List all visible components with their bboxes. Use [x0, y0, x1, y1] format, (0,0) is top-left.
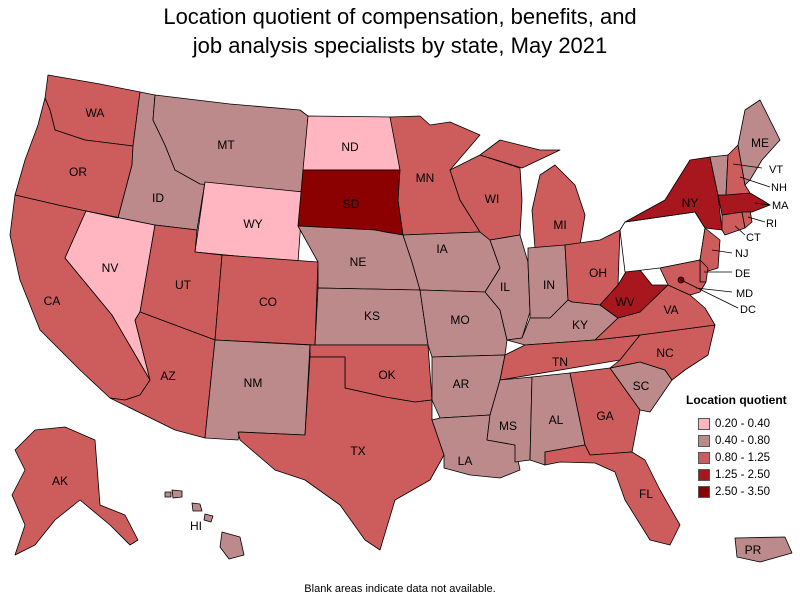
state-label-mt: MT — [217, 138, 235, 152]
state-ma[interactable] — [717, 192, 771, 216]
state-ak[interactable] — [11, 426, 139, 556]
legend: Location quotient 0.20 - 0.40 0.40 - 0.80… — [686, 393, 798, 500]
state-label-de: DE — [735, 268, 750, 280]
state-label-ut: UT — [175, 278, 192, 292]
legend-label: 0.80 - 1.25 — [715, 451, 770, 464]
legend-items: 0.20 - 0.40 0.40 - 0.80 0.80 - 1.25 1.25 - … — [686, 415, 798, 500]
legend-label: 0.40 - 0.80 — [715, 434, 770, 447]
legend-item: 2.50 - 3.50 — [686, 483, 798, 500]
callout-leader-lines — [680, 163, 771, 309]
state-label-nd: ND — [341, 140, 359, 154]
state-label-nj: NJ — [735, 248, 748, 260]
state-label-ri: RI — [766, 218, 777, 230]
state-label-co: CO — [259, 295, 277, 309]
state-label-wy: WY — [243, 217, 262, 231]
legend-item: 0.80 - 1.25 — [686, 449, 798, 466]
state-label-sd: SD — [343, 197, 360, 211]
state-mi[interactable] — [479, 139, 586, 249]
state-label-fl: FL — [639, 487, 653, 501]
state-label-ms: MS — [499, 419, 517, 433]
state-nj[interactable] — [699, 227, 721, 273]
state-label-mi: MI — [553, 218, 566, 232]
legend-label: 2.50 - 3.50 — [715, 485, 770, 498]
state-label-wa: WA — [86, 106, 105, 120]
state-label-me: ME — [751, 136, 769, 150]
legend-item: 0.20 - 0.40 — [686, 415, 798, 432]
legend-swatch — [698, 451, 710, 464]
state-label-id: ID — [152, 191, 164, 205]
state-label-ny: NY — [682, 196, 699, 210]
state-label-dc: DC — [740, 304, 756, 316]
state-label-sc: SC — [633, 379, 650, 393]
state-label-ma: MA — [772, 200, 789, 212]
map-title: Location quotient of compensation, benef… — [0, 2, 800, 60]
state-pr[interactable] — [734, 536, 793, 563]
legend-label: 0.20 - 0.40 — [715, 417, 770, 430]
state-label-vt: VT — [769, 164, 783, 176]
state-label-ar: AR — [453, 377, 470, 391]
state-label-in: IN — [543, 278, 555, 292]
state-label-la: LA — [458, 454, 473, 468]
state-me[interactable] — [737, 99, 781, 186]
state-labels: WA OR CA NV ID MT WY UT AZ CO NM ND SD NE KS OK TX MN IA MO… — [44, 106, 789, 557]
legend-label: 1.25 - 2.50 — [715, 468, 770, 481]
state-nm[interactable] — [204, 339, 311, 441]
map-title-line-1: Location quotient of compensation, benef… — [163, 4, 637, 29]
state-label-or: OR — [69, 165, 87, 179]
state-label-oh: OH — [589, 266, 607, 280]
state-label-pr: PR — [745, 543, 762, 557]
state-fl[interactable] — [544, 444, 681, 546]
state-label-il: IL — [500, 280, 510, 294]
state-label-ct: CT — [746, 232, 761, 244]
state-label-az: AZ — [160, 369, 175, 383]
state-label-nv: NV — [102, 261, 119, 275]
state-label-va: VA — [663, 303, 678, 317]
legend-title: Location quotient — [686, 393, 787, 407]
state-label-nm: NM — [244, 376, 263, 390]
legend-swatch — [698, 485, 710, 498]
state-label-wi: WI — [485, 192, 500, 206]
state-tx[interactable] — [237, 356, 445, 551]
legend-swatch — [698, 468, 710, 481]
state-label-mn: MN — [416, 171, 435, 185]
state-label-nh: NH — [771, 182, 787, 194]
state-label-md: MD — [736, 288, 753, 300]
footnote: Blank areas indicate data not available. — [304, 583, 496, 595]
state-label-nc: NC — [656, 346, 674, 360]
state-label-ca: CA — [44, 294, 61, 308]
state-label-al: AL — [549, 413, 564, 427]
state-label-mo: MO — [450, 313, 469, 327]
legend-item: 0.40 - 0.80 — [686, 432, 798, 449]
state-hi[interactable] — [164, 489, 245, 560]
state-nh[interactable] — [725, 144, 751, 196]
state-label-ks: KS — [364, 309, 380, 323]
state-label-ne: NE — [350, 255, 367, 269]
map-title-line-2: job analysis specialists by state, May 2… — [192, 33, 608, 58]
legend-swatch — [698, 434, 710, 447]
state-label-ak: AK — [52, 474, 68, 488]
state-label-tn: TN — [552, 355, 568, 369]
legend-swatch — [698, 417, 710, 430]
state-label-wv: WV — [615, 295, 634, 309]
state-label-ga: GA — [596, 409, 613, 423]
state-label-tx: TX — [350, 444, 365, 458]
legend-item: 1.25 - 2.50 — [686, 466, 798, 483]
state-label-hi: HI — [190, 519, 202, 533]
state-label-ky: KY — [572, 318, 588, 332]
state-label-ok: OK — [378, 368, 395, 382]
state-label-ia: IA — [436, 242, 447, 256]
